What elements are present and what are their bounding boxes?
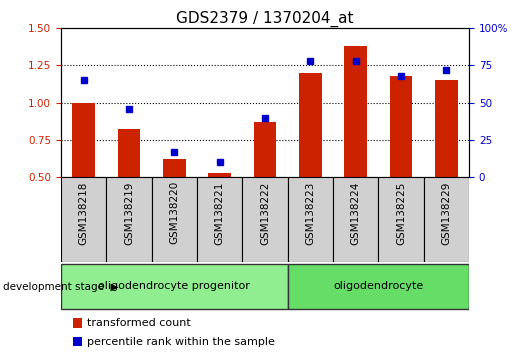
Bar	[288, 177, 333, 262]
Title: GDS2379 / 1370204_at: GDS2379 / 1370204_at	[176, 11, 354, 27]
Bar	[61, 264, 288, 309]
Bar	[73, 337, 82, 346]
Bar	[435, 80, 458, 177]
Bar	[333, 177, 378, 262]
Text: GSM138222: GSM138222	[260, 181, 270, 245]
Bar	[61, 177, 107, 262]
Bar	[288, 264, 469, 309]
Text: percentile rank within the sample: percentile rank within the sample	[87, 337, 276, 347]
Bar	[163, 159, 186, 177]
Bar	[254, 122, 276, 177]
Bar	[197, 177, 242, 262]
Text: oligodendrocyte: oligodendrocyte	[333, 281, 423, 291]
Bar	[73, 318, 82, 328]
Text: GSM138218: GSM138218	[78, 181, 89, 245]
Bar	[152, 177, 197, 262]
Bar	[378, 177, 423, 262]
Text: oligodendrocyte progenitor: oligodendrocyte progenitor	[99, 281, 250, 291]
Text: transformed count: transformed count	[87, 318, 191, 328]
Text: GSM138229: GSM138229	[441, 181, 452, 245]
Bar	[72, 103, 95, 177]
Bar	[423, 177, 469, 262]
Bar	[242, 177, 288, 262]
Text: development stage  ▶: development stage ▶	[3, 282, 118, 292]
Text: GSM138225: GSM138225	[396, 181, 406, 245]
Text: GSM138219: GSM138219	[124, 181, 134, 245]
Text: GSM138223: GSM138223	[305, 181, 315, 245]
Bar	[299, 73, 322, 177]
Text: GSM138221: GSM138221	[215, 181, 225, 245]
Bar	[208, 172, 231, 177]
Text: GSM138220: GSM138220	[169, 181, 179, 245]
Bar	[118, 130, 140, 177]
Bar	[107, 177, 152, 262]
Bar	[390, 76, 412, 177]
Text: GSM138224: GSM138224	[351, 181, 361, 245]
Bar	[344, 46, 367, 177]
